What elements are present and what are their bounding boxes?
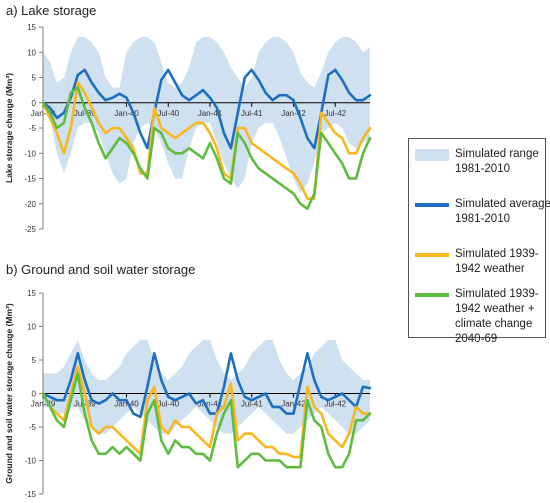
y-tick-label: 5 [32, 356, 37, 365]
y-axis-label: Lake storage change (Mm³) [4, 73, 14, 183]
y-tick-label: -10 [24, 457, 36, 466]
y-tick-label: -5 [29, 124, 37, 133]
x-tick-label: Jan-39 [31, 109, 56, 118]
x-tick-label: Jan-41 [198, 400, 223, 409]
y-tick-label: -25 [24, 225, 36, 234]
legend-label-climate: Simulated 1939-1942 weather + climate ch… [455, 288, 539, 345]
series-line-climate [41, 372, 372, 469]
y-tick-label: 0 [32, 99, 37, 108]
lake-storage-chart: 15 10 5 0 -5 -10 -15 -20 -25 Jan-39 Jul-39 Jan-40 Ju… [4, 23, 372, 234]
x-tick-label: Jul-39 [74, 400, 96, 409]
series-line-climate [41, 86, 372, 211]
x-tick-label: Jul-40 [157, 109, 179, 118]
y-axis-label: Ground and soil water storage change (Mm… [4, 303, 14, 484]
legend-label-average: Simulated average 1981-2010 [455, 198, 550, 225]
legend: Simulated range 1981-2010 Simulated aver… [408, 138, 550, 345]
series-line-average [41, 352, 372, 419]
x-tick-label: Jan-39 [31, 400, 56, 409]
legend-swatch-weather [415, 253, 449, 257]
y-tick-label: 15 [27, 289, 36, 298]
series-line-average [41, 68, 372, 150]
legend-swatch-average [415, 203, 449, 207]
x-tick-label: Jul-39 [74, 109, 96, 118]
y-tick-label: 0 [32, 390, 37, 399]
x-tick-label: Jan-40 [114, 109, 139, 118]
x-tick-label: Jan-40 [114, 400, 139, 409]
range-band [43, 339, 370, 434]
panel-a-title: a) Lake storage [6, 3, 97, 18]
y-tick-label: -20 [24, 200, 36, 209]
y-tick-label: 15 [27, 23, 36, 32]
x-tick-label: Jan-41 [198, 109, 223, 118]
y-tick-label: 10 [27, 323, 36, 332]
legend-label-weather: Simulated 1939-1942 weather [455, 248, 539, 275]
x-tick-label: Jul-42 [324, 400, 346, 409]
y-tick-label: -5 [29, 423, 37, 432]
x-tick-label: Jul-40 [157, 400, 179, 409]
series-line-weather [41, 365, 372, 459]
x-tick-label: Jan-42 [281, 109, 306, 118]
ground-soil-storage-chart: 15 10 5 0 -5 -10 -15 Jan-39 Jul-39 Jan-40 Jul-40 Ja… [4, 289, 372, 499]
y-tick-label: -15 [24, 490, 36, 499]
y-tick-label: -10 [24, 149, 36, 158]
x-tick-label: Jul-41 [241, 109, 263, 118]
y-tick-label: -15 [24, 175, 36, 184]
panel-b-title: b) Ground and soil water storage [6, 262, 196, 277]
x-tick-label: Jan-42 [281, 400, 306, 409]
y-tick-label: 10 [27, 48, 36, 57]
legend-swatch-climate [415, 293, 449, 297]
x-tick-label: Jul-42 [324, 109, 346, 118]
range-band [43, 37, 370, 194]
x-tick-label: Jul-41 [241, 400, 263, 409]
legend-swatch-range [415, 149, 449, 161]
y-tick-label: 5 [32, 74, 37, 83]
legend-label-range: Simulated range 1981-2010 [455, 148, 539, 175]
